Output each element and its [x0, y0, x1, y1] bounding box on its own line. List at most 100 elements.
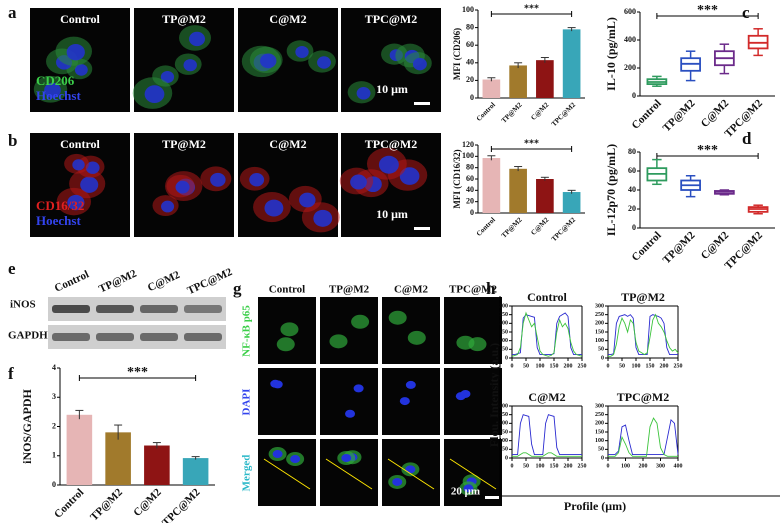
- y-tick-label: 600: [624, 7, 636, 16]
- nucleus: [189, 31, 206, 47]
- y-tick-label: 0: [505, 455, 508, 461]
- band: [184, 305, 222, 313]
- chart-title: TP@M2: [621, 290, 665, 304]
- nucleus: [72, 159, 85, 171]
- x-tick-label: TP@M2: [500, 101, 524, 125]
- chart-title: TPC@M2: [617, 390, 670, 404]
- cell: [276, 337, 295, 352]
- profile-line: [512, 312, 582, 355]
- label: d: [742, 129, 752, 148]
- x-tick-label: 200: [660, 363, 669, 369]
- y-tick-label: 0: [52, 480, 56, 489]
- label: C@M2: [146, 269, 182, 294]
- band: [140, 305, 178, 313]
- nucleus: [210, 172, 226, 187]
- y-tick-label: 80: [628, 147, 636, 156]
- y-tick-label: 250: [499, 412, 508, 418]
- y-axis-label: IL-12p70 (pg/mL): [604, 144, 618, 236]
- cell: [388, 310, 407, 325]
- label: Hoechst: [36, 213, 81, 228]
- cell: [407, 330, 426, 345]
- x-tick-label: TP@M2: [500, 216, 524, 240]
- y-axis-label: IL-10 (pg/mL): [604, 17, 618, 91]
- cell: [280, 322, 299, 337]
- x-tick-label: TPC@M2: [723, 229, 766, 272]
- label: GAPDH: [8, 330, 48, 342]
- y-tick-label: 20: [466, 196, 474, 205]
- y-tick-label: 20: [628, 204, 636, 213]
- label: TPC@M2: [365, 12, 418, 26]
- y-tick-label: 0: [601, 455, 604, 461]
- nucleus: [74, 64, 88, 76]
- micrograph: [258, 439, 316, 506]
- band: [184, 333, 222, 341]
- scale-bar: [414, 227, 430, 230]
- micrograph: [444, 368, 502, 435]
- y-tick-label: 120: [462, 140, 474, 149]
- label: Control: [269, 284, 305, 296]
- y-tick-label: 300: [499, 303, 508, 309]
- label: Flou. Intensity (a.u.): [487, 343, 501, 447]
- chart-title: C@M2: [528, 390, 565, 404]
- y-axis-label: iNOS/GAPDH: [20, 388, 34, 463]
- y-tick-label: 100: [595, 438, 604, 444]
- cell: [456, 335, 475, 350]
- x-tick-label: 50: [523, 463, 529, 469]
- annotation: ***: [697, 3, 718, 18]
- label: 20 μm: [451, 486, 480, 498]
- y-tick-label: 3: [52, 392, 56, 401]
- y-tick-label: 200: [499, 421, 508, 427]
- label: Merged: [241, 455, 253, 492]
- nucleus: [412, 57, 427, 71]
- y-tick-label: 60: [466, 174, 474, 183]
- profile-line: [608, 314, 678, 355]
- label: CD16/32: [36, 198, 84, 213]
- y-tick-label: 0: [601, 355, 604, 361]
- nucleus: [350, 174, 367, 190]
- bar: [182, 458, 209, 485]
- label: h: [486, 279, 496, 298]
- label: C@M2: [269, 12, 306, 26]
- micrograph: [444, 439, 502, 506]
- y-tick-label: 0: [470, 93, 474, 102]
- micrograph: [258, 368, 316, 435]
- x-tick-label: 150: [550, 463, 559, 469]
- y-tick-label: 100: [499, 338, 508, 344]
- x-tick-label: Control: [630, 229, 664, 263]
- bar: [536, 179, 554, 213]
- label: Control: [60, 12, 100, 26]
- x-tick-label: C@M2: [699, 229, 732, 262]
- x-tick-label: 100: [632, 363, 641, 369]
- micrograph: [320, 297, 378, 364]
- micrograph: [382, 297, 440, 364]
- x-tick-label: 50: [523, 363, 529, 369]
- y-tick-label: 100: [499, 438, 508, 444]
- nucleus: [341, 454, 352, 463]
- y-tick-label: 400: [624, 35, 636, 44]
- band: [96, 333, 134, 341]
- label: CD206: [36, 73, 75, 88]
- nucleus: [299, 192, 316, 208]
- bar: [562, 192, 581, 213]
- nucleus: [313, 209, 333, 227]
- nucleus: [66, 43, 85, 61]
- label: a: [8, 3, 17, 22]
- y-tick-label: 1: [52, 451, 56, 460]
- nucleus: [270, 379, 281, 388]
- annotation: ***: [524, 138, 539, 149]
- profile-line: [511, 311, 583, 357]
- x-tick-label: Control: [475, 216, 497, 238]
- profile-line: [608, 418, 679, 455]
- x-tick-label: Control: [475, 101, 497, 123]
- chart-title: Control: [527, 290, 567, 304]
- nucleus: [67, 194, 85, 211]
- x-tick-label: C@M2: [529, 101, 550, 122]
- y-tick-label: 40: [628, 185, 636, 194]
- x-tick-label: TPC@M2: [160, 486, 203, 523]
- label: 10 μm: [376, 207, 408, 221]
- label: f: [8, 364, 14, 383]
- x-tick-label: 150: [646, 363, 655, 369]
- nucleus: [290, 455, 301, 464]
- scale-bar: [414, 102, 430, 105]
